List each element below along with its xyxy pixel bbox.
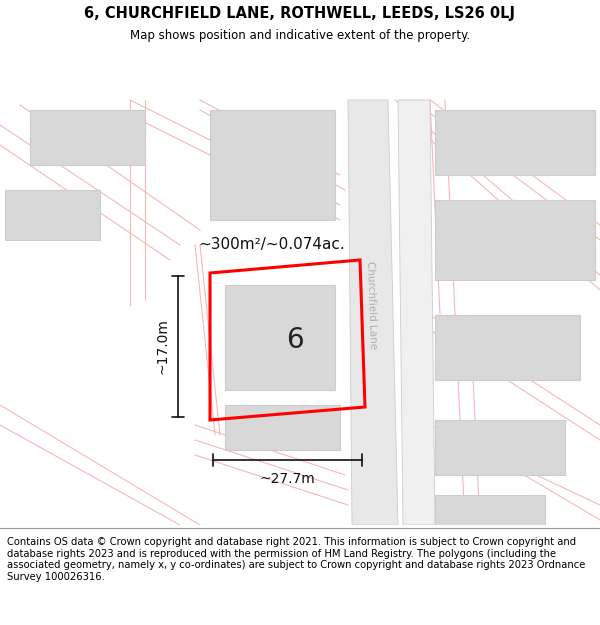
Text: 6, CHURCHFIELD LANE, ROTHWELL, LEEDS, LS26 0LJ: 6, CHURCHFIELD LANE, ROTHWELL, LEEDS, LS…: [85, 6, 515, 21]
Polygon shape: [435, 315, 580, 380]
Polygon shape: [225, 285, 335, 390]
Polygon shape: [348, 100, 398, 525]
Text: 6: 6: [286, 326, 304, 354]
Text: Contains OS data © Crown copyright and database right 2021. This information is : Contains OS data © Crown copyright and d…: [7, 537, 586, 582]
Polygon shape: [435, 495, 545, 525]
Polygon shape: [435, 420, 565, 475]
Polygon shape: [435, 200, 595, 280]
Polygon shape: [5, 190, 100, 240]
Text: Map shows position and indicative extent of the property.: Map shows position and indicative extent…: [130, 29, 470, 42]
Polygon shape: [225, 405, 340, 450]
Text: ~27.7m: ~27.7m: [260, 472, 316, 486]
Text: ~17.0m: ~17.0m: [156, 319, 170, 374]
Polygon shape: [435, 110, 595, 175]
Text: Churchfield Lane: Churchfield Lane: [365, 261, 379, 349]
Polygon shape: [30, 110, 145, 165]
Polygon shape: [210, 110, 335, 220]
Text: ~300m²/~0.074ac.: ~300m²/~0.074ac.: [198, 238, 345, 252]
Polygon shape: [398, 100, 435, 525]
